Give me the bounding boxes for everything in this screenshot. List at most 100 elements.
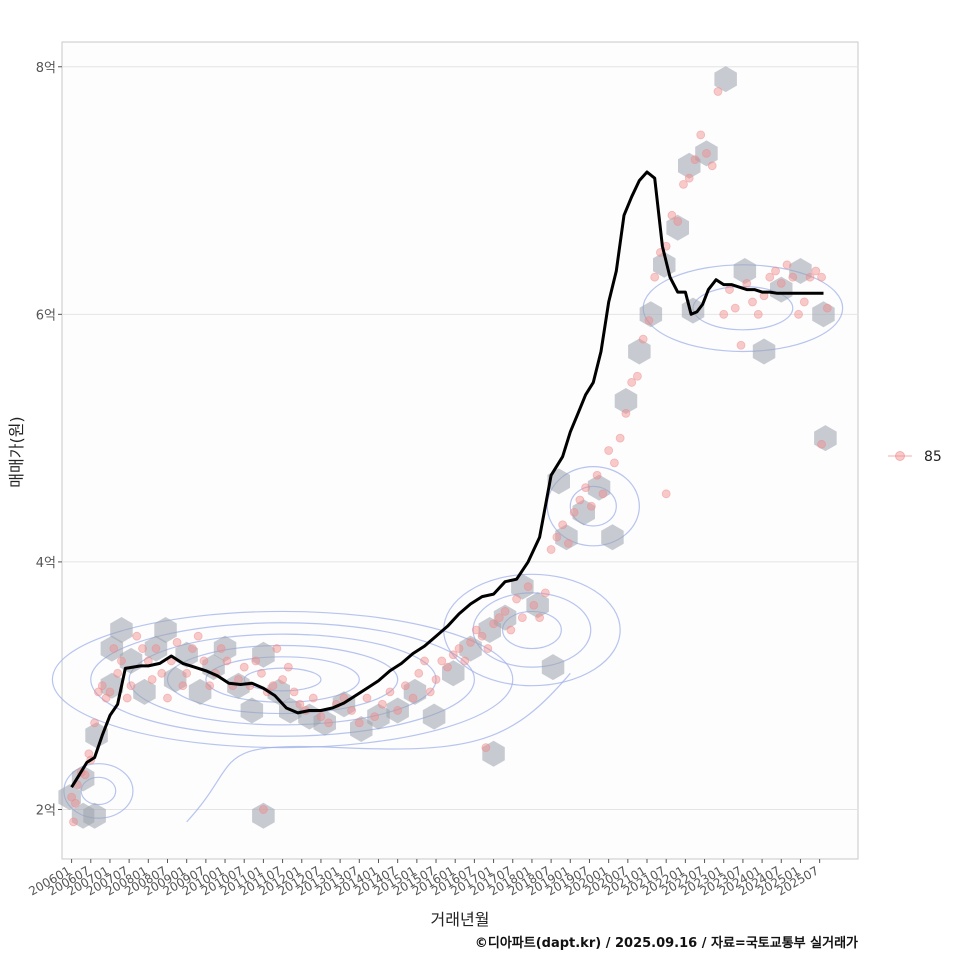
legend-label: 85 (924, 449, 942, 465)
scatter-point-77 (489, 619, 498, 629)
scatter-point-44 (272, 644, 282, 653)
scatter-point-69 (443, 662, 452, 672)
scatter-point-101 (627, 378, 637, 387)
plot-panel (61, 41, 859, 860)
hex-bin-47 (695, 140, 718, 167)
scatter-point-64 (414, 668, 424, 678)
scatter-point-81 (512, 594, 521, 604)
scatter-point-133 (811, 266, 821, 276)
scatter-point-85 (535, 613, 544, 623)
hex-bin-18 (240, 697, 264, 724)
x-axis-title: 거래년월 (431, 910, 490, 929)
scatter-point-138 (661, 489, 671, 499)
scatter-point-37 (234, 675, 243, 684)
scatter-point-72 (460, 656, 470, 666)
scatter-point-96 (598, 489, 608, 499)
contour-0-4 (128, 633, 437, 726)
scatter-point-8 (90, 718, 100, 728)
scatter-point-95 (592, 470, 602, 480)
hex-bin-38 (572, 499, 595, 526)
y-tick-label-2: 6억 (36, 308, 56, 323)
scatter-point-73 (466, 637, 475, 647)
y-tick-label-0: 2억 (36, 803, 56, 818)
scatter-point-99 (615, 433, 625, 443)
scatter-point-97 (604, 446, 614, 455)
scatter-point-46 (283, 662, 293, 672)
scatter-point-137 (481, 743, 491, 752)
scatter-point-121 (742, 278, 752, 288)
scatter-point-84 (529, 600, 539, 610)
scatter-point-9 (94, 687, 103, 697)
hex-bin-27 (386, 697, 409, 724)
hex-bin-0 (58, 784, 81, 811)
hex-bin-51 (770, 276, 793, 303)
scatter-point-111 (684, 173, 694, 183)
hex-bin-7 (110, 617, 133, 643)
scatter-point-16 (122, 693, 132, 703)
hex-bin-40 (601, 524, 624, 551)
scatter-point-132 (805, 272, 815, 282)
scatter-point-108 (667, 210, 677, 220)
scatter-point-65 (420, 656, 429, 666)
scatter-point-26 (172, 637, 182, 647)
scatter-point-29 (188, 644, 197, 653)
scatter-point-112 (690, 155, 700, 164)
scatter-point-114 (702, 149, 711, 158)
scatter-point-51 (316, 712, 326, 722)
scatter-point-126 (771, 266, 780, 276)
scatter-point-28 (182, 668, 192, 678)
hex-bin-3 (83, 802, 106, 829)
source-caption: ©디아파트(dapt.kr) / 2025.09.16 / 자료=국토교통부 실… (475, 935, 858, 951)
scatter-point-89 (558, 520, 568, 530)
scatter-point-63 (408, 693, 418, 703)
scatter-point-105 (650, 272, 660, 282)
scatter-point-78 (494, 613, 504, 623)
scatter-point-109 (673, 217, 683, 226)
scatter-point-40 (251, 656, 261, 666)
scatter-point-34 (216, 644, 226, 653)
hex-bin-9 (133, 678, 156, 705)
scatter-point-94 (586, 501, 596, 511)
scatter-point-13 (109, 644, 119, 653)
scatter-point-118 (725, 285, 734, 294)
contour-0-6 (51, 610, 514, 749)
scatter-point-2 (71, 798, 80, 808)
hex-bin-46 (678, 152, 701, 179)
hex-bin-31 (459, 635, 482, 662)
scatter-point-20 (143, 656, 153, 666)
hex-bin-6 (100, 635, 124, 662)
hex-bin-48 (714, 66, 737, 93)
scatter-point-123 (753, 309, 763, 319)
y-tick-label-1: 4억 (36, 556, 56, 571)
hex-bin-10 (144, 635, 168, 662)
scatter-point-50 (308, 693, 318, 703)
scatter-point-131 (799, 297, 809, 307)
hex-bin-55 (482, 740, 505, 767)
legend-key-point (895, 451, 905, 461)
hex-bin-11 (154, 617, 177, 643)
scatter-point-104 (644, 316, 654, 325)
scatter-point-0 (67, 792, 76, 802)
scatter-point-12 (105, 687, 115, 697)
scatter-point-130 (794, 309, 803, 319)
scatter-point-103 (638, 334, 648, 344)
scatter-point-88 (552, 532, 562, 542)
scatter-point-21 (147, 675, 157, 684)
scatter-point-139 (817, 439, 826, 449)
scatter-point-55 (347, 706, 357, 715)
scatter-point-57 (362, 693, 372, 703)
contour-2-2 (546, 465, 640, 547)
scatter-point-79 (500, 607, 510, 616)
y-axis-title: 매매가(원) (7, 416, 26, 487)
legend: 85 (888, 449, 942, 465)
scatter-point-90 (563, 538, 573, 548)
scatter-point-43 (268, 681, 278, 691)
hex-bin-29 (422, 703, 446, 730)
hex-bin-20 (267, 678, 290, 705)
scatter-point-60 (385, 687, 395, 697)
scatter-point-11 (101, 693, 111, 703)
scatter-point-24 (163, 693, 172, 703)
hex-bin-54 (252, 802, 275, 829)
scatter-point-38 (239, 662, 249, 672)
